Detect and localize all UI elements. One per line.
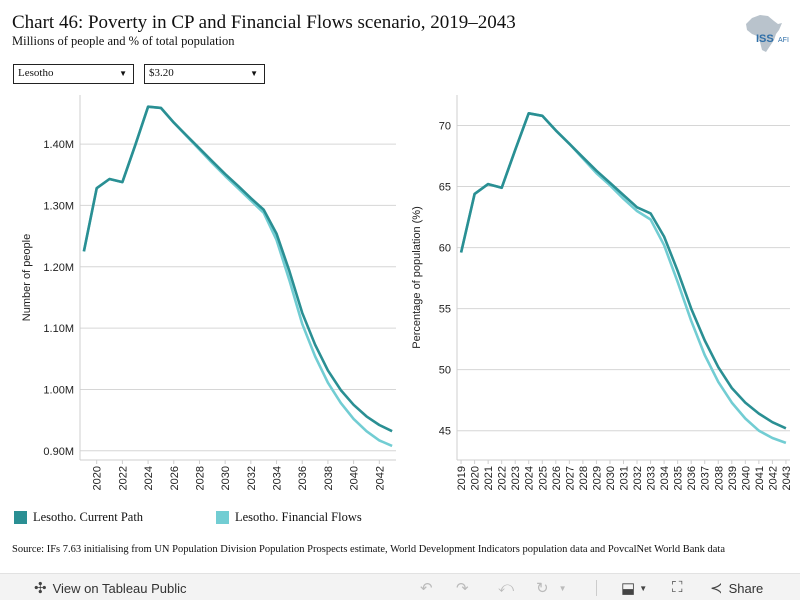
x-tick-label: 2041: [754, 466, 766, 490]
y-tick-label: 50: [439, 365, 451, 377]
download-button[interactable]: ⬓ ▼: [621, 579, 647, 597]
x-tick-label: 2034: [659, 466, 671, 490]
y-tick-label: 1.00M: [43, 384, 74, 396]
series-line-current-path: [459, 112, 787, 430]
x-tick-label: 2043: [781, 466, 793, 490]
share-button[interactable]: ≺ Share: [710, 579, 763, 597]
chart-title: Chart 46: Poverty in CP and Financial Fl…: [12, 12, 516, 33]
x-tick-label: 2026: [551, 466, 563, 490]
x-tick-label: 2020: [470, 466, 482, 490]
x-tick-label: 2030: [605, 466, 617, 490]
x-tick-label: 2042: [767, 466, 779, 490]
share-label: Share: [728, 580, 764, 596]
x-tick-label: 2039: [727, 466, 739, 490]
y-tick-label: 1.30M: [43, 200, 74, 212]
y-tick-label: 45: [439, 426, 451, 438]
y-axis-title: Percentage of population (%): [411, 206, 423, 348]
refresh-icon: ↻: [536, 580, 549, 597]
legend-swatch-financial-flows: [216, 511, 229, 524]
x-tick-label: 2038: [713, 466, 725, 490]
undo-button[interactable]: ↶: [420, 579, 433, 597]
view-on-tableau-link[interactable]: ✣ View on Tableau Public: [34, 579, 187, 597]
y-tick-label: 1.10M: [43, 323, 74, 335]
threshold-select[interactable]: $3.20 ▼: [144, 64, 265, 84]
chart-subtitle: Millions of people and % of total popula…: [12, 34, 235, 48]
x-tick-label: 2035: [673, 466, 685, 490]
x-tick-label: 2028: [194, 466, 206, 490]
x-tick-label: 2034: [272, 466, 284, 490]
logo-sub: AFI: [778, 37, 789, 44]
series-line-current-path: [82, 105, 393, 433]
x-tick-label: 2032: [632, 466, 644, 490]
x-tick-label: 2024: [524, 466, 536, 490]
chevron-down-icon: ▼: [639, 583, 648, 593]
x-tick-label: 2042: [374, 466, 386, 490]
x-tick-label: 2027: [564, 466, 576, 490]
x-tick-label: 2038: [323, 466, 335, 490]
y-tick-label: 65: [439, 182, 451, 194]
legend-swatch-current-path: [14, 511, 27, 524]
x-tick-label: 2031: [619, 466, 631, 490]
x-tick-label: 2036: [686, 466, 698, 490]
y-axis-title: Number of people: [21, 234, 33, 321]
x-tick-label: 2021: [483, 466, 495, 490]
x-tick-label: 2037: [700, 466, 712, 490]
redo-button[interactable]: ↷: [456, 579, 469, 597]
threshold-select-value: $3.20: [149, 67, 174, 79]
revert-icon: ⤺: [498, 579, 515, 596]
x-tick-label: 2040: [349, 466, 361, 490]
x-tick-label: 2032: [246, 466, 258, 490]
x-tick-label: 2040: [740, 466, 752, 490]
legend-item-current-path[interactable]: Lesotho. Current Path: [14, 510, 143, 525]
x-tick-label: 2028: [578, 466, 590, 490]
legend-label-current-path: Lesotho. Current Path: [33, 510, 144, 524]
fullscreen-icon: ⛶: [672, 579, 683, 596]
source-note: Source: IFs 7.63 initialising from UN Po…: [12, 544, 725, 555]
y-tick-label: 70: [439, 121, 451, 133]
y-tick-label: 55: [439, 304, 451, 316]
x-tick-label: 2033: [646, 466, 658, 490]
x-tick-label: 2022: [117, 466, 129, 490]
logo-text: ISS: [756, 33, 774, 45]
x-tick-label: 2020: [92, 466, 104, 490]
country-select[interactable]: Lesotho ▼: [13, 64, 134, 84]
fullscreen-button[interactable]: ⛶: [672, 579, 683, 596]
toolbar-divider: [596, 580, 597, 596]
redo-icon: ↷: [456, 580, 469, 597]
iss-logo: ISS AFI: [746, 15, 789, 52]
x-tick-label: 2023: [510, 466, 522, 490]
y-tick-label: 0.90M: [43, 446, 74, 458]
tableau-icon: ✣: [34, 580, 47, 597]
x-tick-label: 2025: [537, 466, 549, 490]
y-tick-label: 60: [439, 243, 451, 255]
x-tick-label: 2019: [456, 466, 468, 490]
chevron-down-icon: ▼: [119, 69, 127, 78]
x-tick-label: 2026: [169, 466, 181, 490]
y-tick-label: 1.40M: [43, 139, 74, 151]
chevron-down-icon: ▼: [250, 69, 258, 78]
legend-item-financial-flows[interactable]: Lesotho. Financial Flows: [216, 510, 362, 525]
y-tick-label: 1.20M: [43, 262, 74, 274]
view-on-tableau-label: View on Tableau Public: [52, 580, 187, 596]
revert-button[interactable]: ⤺: [498, 579, 514, 596]
x-tick-label: 2030: [220, 466, 232, 490]
share-icon: ≺: [710, 580, 723, 597]
tableau-toolbar: ✣ View on Tableau Public ↶ ↷ ⤺ ↻ ▼ ⬓ ▼ ⛶ ≺…: [0, 573, 800, 600]
chevron-down-icon: ▼: [558, 583, 567, 593]
x-tick-label: 2024: [143, 466, 155, 490]
download-icon: ⬓: [621, 580, 636, 597]
country-select-value: Lesotho: [18, 67, 54, 79]
x-tick-label: 2022: [497, 466, 509, 490]
legend-label-financial-flows: Lesotho. Financial Flows: [235, 510, 362, 524]
undo-icon: ↶: [420, 580, 433, 597]
refresh-button[interactable]: ↻ ▼: [536, 579, 567, 597]
x-tick-label: 2036: [297, 466, 309, 490]
x-tick-label: 2029: [591, 466, 603, 490]
